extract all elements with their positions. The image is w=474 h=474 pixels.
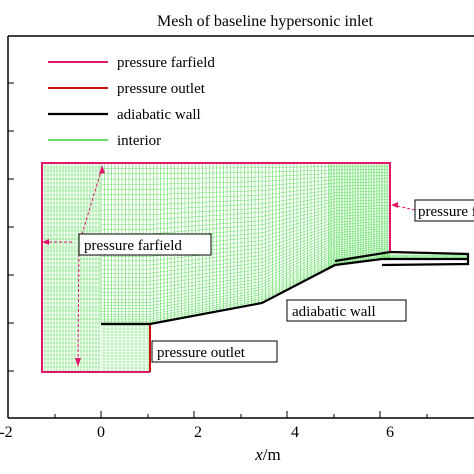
x-tick-label: 4	[291, 424, 299, 441]
callout-label-wall: adiabatic wall	[286, 299, 407, 322]
x-tick-label: 6	[386, 424, 394, 441]
x-axis-tick-labels: -2 0 2 4 6	[0, 424, 394, 441]
mesh-line	[101, 199, 390, 225]
mesh-line	[101, 251, 390, 312]
mesh-line	[101, 235, 390, 286]
legend-label-interior: interior	[117, 133, 161, 149]
callout-box	[151, 340, 278, 363]
mesh-line	[101, 237, 390, 289]
mesh-line	[101, 255, 390, 320]
mesh-line	[101, 245, 390, 303]
legend-label-pressure-farfield: pressure farfield	[117, 55, 215, 71]
mesh-line	[101, 187, 390, 206]
legend: pressure farfield pressure outlet adiaba…	[48, 55, 215, 149]
x-axis-ticks	[7, 411, 428, 418]
mesh-line	[101, 243, 390, 300]
arrow-line	[78, 167, 103, 245]
callout-label-farfield-right: pressure f	[414, 199, 474, 222]
mesh-line	[101, 221, 390, 262]
callout-box	[78, 233, 212, 256]
boundaries	[41, 162, 470, 373]
x-axis-unit: /m	[263, 445, 281, 464]
x-axis-label: x/m	[254, 445, 281, 464]
arrow-heads	[42, 165, 398, 367]
x-tick-label: -2	[0, 424, 13, 441]
callout-text: pressure farfield	[84, 238, 182, 254]
mesh-line	[101, 193, 390, 216]
callout-box	[414, 199, 474, 222]
arrow-head	[99, 165, 105, 174]
mesh-line	[101, 226, 390, 270]
y-axis-ticks	[8, 82, 14, 372]
mesh-line	[101, 165, 390, 169]
x-tick-label: 2	[194, 424, 202, 441]
callout-text: pressure outlet	[157, 345, 246, 361]
arrow-head	[42, 239, 49, 245]
x-tick-label: 0	[97, 424, 105, 441]
mesh-line	[101, 223, 390, 266]
mesh-line	[101, 190, 390, 211]
figure-title: Mesh of baseline hypersonic inlet	[157, 13, 374, 30]
arrow-line	[77, 243, 80, 365]
mesh-line	[101, 252, 390, 315]
mesh-line	[101, 241, 390, 297]
callout-arrows	[44, 167, 416, 365]
callout-label-farfield-left: pressure farfield	[78, 233, 212, 256]
legend-label-adiabatic-wall: adiabatic wall	[117, 107, 201, 123]
mesh-line	[101, 228, 390, 274]
mesh-line	[101, 175, 390, 185]
callout-label-outlet: pressure outlet	[151, 340, 278, 363]
callout-text: adiabatic wall	[292, 304, 376, 320]
mesh-line	[101, 169, 390, 175]
mesh-line	[101, 230, 390, 278]
mesh-line	[101, 178, 390, 190]
mesh-line	[101, 233, 390, 282]
mesh-line	[101, 218, 390, 257]
mesh-line	[101, 257, 390, 322]
mesh-line	[101, 196, 390, 220]
callout-box	[286, 299, 407, 322]
arrow-head	[391, 202, 398, 208]
mesh-line	[101, 239, 390, 293]
arrow-head	[75, 358, 81, 367]
legend-label-pressure-outlet: pressure outlet	[117, 81, 206, 97]
callout-text: pressure f	[418, 204, 474, 220]
mesh-line	[101, 247, 390, 306]
mesh-line	[101, 202, 390, 230]
arrow-line	[392, 204, 416, 211]
adiabatic-wall-lower	[101, 257, 468, 326]
mesh-line	[101, 181, 390, 195]
mesh-line	[101, 184, 390, 201]
pressure-farfield-boundary	[41, 162, 391, 373]
adiabatic-wall-cowl	[334, 250, 470, 267]
x-axis-variable: x	[254, 445, 263, 464]
mesh-line	[101, 249, 390, 309]
mesh-line	[101, 172, 390, 180]
